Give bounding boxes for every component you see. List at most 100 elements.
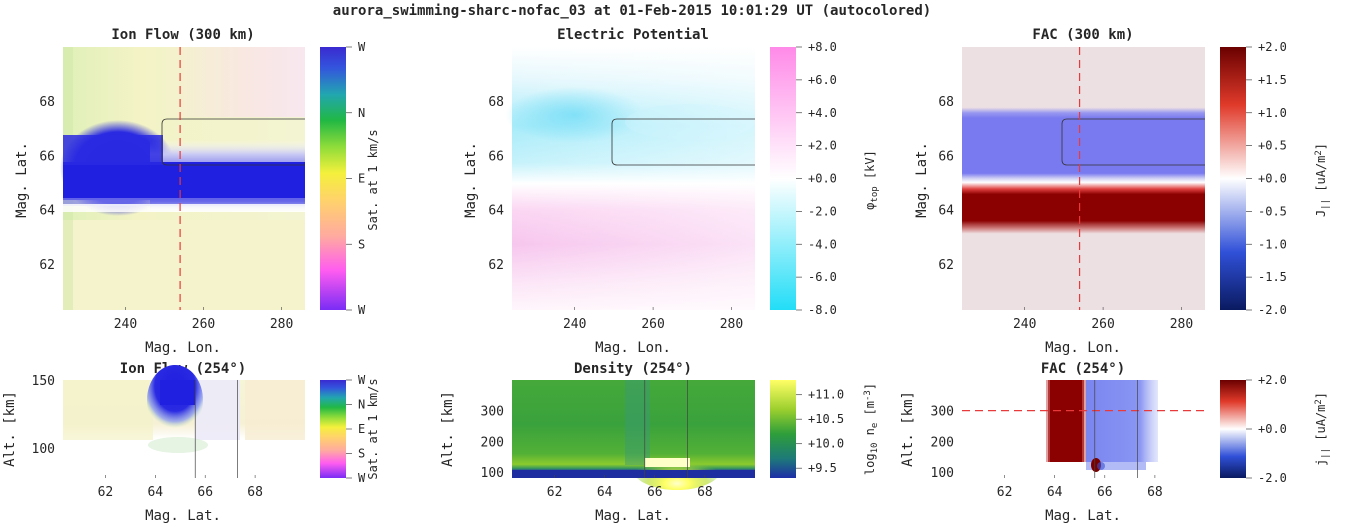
- x-axis-label: Mag. Lon.: [1045, 340, 1121, 356]
- x-tick-label: 66: [1097, 485, 1113, 500]
- colorbar-tick-label: N: [358, 106, 365, 120]
- x-tick-label: 62: [98, 485, 114, 500]
- colorbar-label: φtop [kV]: [863, 150, 880, 210]
- y-tick-label: 300: [931, 405, 954, 420]
- x-tick-label: 260: [192, 317, 215, 332]
- x-axis-label: Mag. Lat.: [145, 508, 221, 524]
- x-axis-label: Mag. Lon.: [145, 340, 221, 356]
- colorbar-ticks: +8.0 +6.0 +4.0 +2.0 +0.0 -2.0 -4.0 -6.0 -8.0: [796, 40, 837, 317]
- x-tick-label: 280: [270, 317, 293, 332]
- heatmap-image: [962, 380, 1205, 478]
- colorbar: [770, 47, 796, 310]
- axes: 62 64 66 68 100 200 300: [481, 405, 713, 500]
- colorbar-tick-label: E: [358, 172, 365, 186]
- colorbar-tick-label: +10.5: [808, 412, 844, 426]
- colorbar-tick-label: +11.0: [808, 388, 844, 402]
- colorbar-tick-label: +0.0: [1258, 172, 1287, 186]
- y-tick-label: 66: [39, 149, 55, 164]
- colorbar-tick-label: +0.5: [1258, 139, 1287, 153]
- x-axis-label: Mag. Lon.: [595, 340, 671, 356]
- colorbar-tick-label: E: [358, 422, 365, 436]
- y-tick-label: 68: [938, 95, 954, 110]
- x-tick-label: 68: [697, 485, 713, 500]
- colorbar-tick-label: W: [358, 40, 366, 54]
- arc-boundaries: [1094, 380, 1138, 478]
- arc-boundaries: [644, 380, 688, 478]
- y-tick-label: 62: [938, 258, 954, 273]
- colorbar-tick-label: +1.0: [1258, 106, 1287, 120]
- x-tick-label: 62: [997, 485, 1013, 500]
- colorbar-tick-label: -1.5: [1258, 270, 1287, 284]
- colorbar-tick-label: W: [358, 373, 366, 387]
- axes: 240 260 280 62 64 66 68: [488, 95, 743, 332]
- colorbar-tick-label: +6.0: [808, 73, 837, 87]
- colorbar-tick-label: -8.0: [808, 303, 837, 317]
- panel-title: Density (254°): [574, 361, 692, 377]
- colorbar-tick-label: S: [358, 237, 365, 251]
- y-axis-label: Mag. Lat.: [14, 142, 30, 218]
- y-tick-label: 100: [32, 442, 55, 457]
- colorbar-tick-label: W: [358, 303, 366, 317]
- y-tick-label: 100: [481, 466, 504, 481]
- y-axis-label: Mag. Lat.: [463, 142, 479, 218]
- colorbar-tick-label: S: [358, 447, 365, 461]
- y-tick-label: 66: [938, 149, 954, 164]
- y-tick-label: 150: [32, 374, 55, 389]
- heatmap-image: [512, 380, 755, 490]
- y-axis-label: Mag. Lat.: [914, 142, 930, 218]
- colorbar-tick-label: -1.0: [1258, 237, 1287, 251]
- colorbar: [320, 47, 346, 310]
- colorbar-label: Sat. at 1 km/s: [366, 378, 380, 479]
- panel-fac-254: FAC (254°) 62 64 66 68 100 200 300 Mag. Lat. A…: [900, 361, 1331, 524]
- colorbar-label: log10 ne [m-3]: [863, 383, 880, 475]
- colorbar-ticks: +2.0 +0.0 -2.0: [1246, 373, 1287, 485]
- x-tick-label: 68: [1147, 485, 1163, 500]
- colorbar-tick-label: +10.0: [808, 437, 844, 451]
- x-tick-label: 260: [641, 317, 664, 332]
- colorbar-tick-label: -6.0: [808, 270, 837, 284]
- axes: 240 260 280 62 64 66 68: [39, 95, 293, 332]
- colorbar-tick-label: N: [358, 398, 365, 412]
- y-tick-label: 66: [488, 149, 504, 164]
- x-tick-label: 280: [720, 317, 743, 332]
- colorbar-label: j|| [uA/m2]: [1314, 392, 1331, 466]
- colorbar-tick-label: -4.0: [808, 237, 837, 251]
- x-tick-label: 62: [547, 485, 563, 500]
- panel-ion-flow-300: Ion Flow (300 km) 240 260 280 62 64 66 68 Mag.…: [14, 27, 380, 356]
- colorbar-tick-label: -2.0: [808, 204, 837, 218]
- colorbar-tick-label: -2.0: [1258, 471, 1287, 485]
- y-tick-label: 68: [39, 95, 55, 110]
- heatmap-image: [962, 47, 1205, 310]
- heatmap-image: [60, 47, 305, 310]
- panel-title: FAC (300 km): [1032, 27, 1133, 43]
- colorbar: [770, 380, 796, 478]
- y-tick-label: 100: [931, 466, 954, 481]
- colorbar-tick-label: -2.0: [1258, 303, 1287, 317]
- colorbar-tick-label: +0.0: [808, 172, 837, 186]
- colorbar-ticks: +2.0 +1.5 +1.0 +0.5 +0.0 -0.5 -1.0 -1.5 -2.0: [1246, 40, 1287, 317]
- panel-fac-300: FAC (300 km) 240 260 280 62 64 66 68 Mag. Lon.…: [914, 27, 1331, 356]
- y-tick-label: 64: [488, 204, 504, 219]
- x-tick-label: 64: [1047, 485, 1063, 500]
- x-tick-label: 260: [1091, 317, 1114, 332]
- colorbar-tick-label: +2.0: [1258, 40, 1287, 54]
- y-axis-label: Alt. [km]: [900, 391, 916, 467]
- arc-boundaries: [194, 380, 238, 478]
- y-axis-label: Alt. [km]: [2, 391, 18, 467]
- panel-title: Electric Potential: [557, 27, 709, 43]
- y-axis-label: Alt. [km]: [440, 391, 456, 467]
- axes: 240 260 280 62 64 66 68: [938, 95, 1193, 332]
- colorbar-ticks: W N E S W: [346, 40, 366, 317]
- x-tick-label: 240: [1013, 317, 1036, 332]
- heatmap-image: [63, 365, 305, 478]
- x-tick-label: 240: [563, 317, 586, 332]
- x-tick-label: 66: [197, 485, 213, 500]
- y-tick-label: 68: [488, 95, 504, 110]
- colorbar-tick-label: -0.5: [1258, 204, 1287, 218]
- colorbar-tick-label: +9.5: [808, 461, 837, 475]
- x-axis-label: Mag. Lat.: [595, 508, 671, 524]
- x-tick-label: 64: [147, 485, 163, 500]
